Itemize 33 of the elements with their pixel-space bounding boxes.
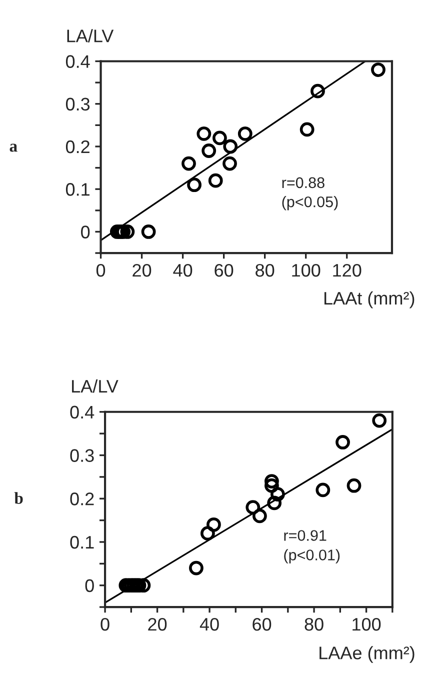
x-tick-label: 60 — [252, 618, 272, 631]
y-tick-label: 0.1 — [66, 183, 90, 196]
x-tick-label: 100 — [292, 264, 320, 277]
y-axis-title: LA/LV — [72, 379, 118, 393]
x-tick-label: 100 — [352, 618, 381, 631]
annotation: (p<0.01) — [284, 549, 340, 564]
annotation: r=0.88 — [282, 177, 324, 188]
x-tick-label: 0 — [96, 264, 106, 277]
y-tick-label: 0.1 — [70, 536, 94, 549]
x-axis-title: LAAt (mm²) — [324, 291, 414, 308]
x-tick-label: 40 — [200, 618, 219, 631]
y-tick-label: 0.2 — [70, 492, 94, 506]
y-axis-title: LA/LV — [67, 29, 114, 42]
text: b — [14, 492, 23, 504]
annotation: r=0.91 — [284, 530, 326, 541]
x-tick-label: 80 — [256, 264, 274, 277]
annotation: (p<0.05) — [282, 196, 338, 210]
x-tick-label: 60 — [214, 264, 234, 277]
x-tick-label: 0 — [100, 618, 110, 631]
y-tick-label: 0.3 — [66, 98, 90, 111]
x-tick-label: 40 — [173, 264, 192, 277]
x-axis-title: LAAe (mm²) — [320, 646, 414, 663]
y-tick-label: 0 — [85, 579, 94, 592]
y-tick-label: 0.2 — [66, 140, 90, 154]
y-tick-label: 0.4 — [66, 55, 90, 68]
y-tick-label: 0 — [81, 226, 90, 238]
text: a — [10, 144, 18, 152]
x-tick-label: 80 — [304, 618, 324, 631]
x-tick-label: 20 — [148, 618, 167, 631]
x-tick-label: 20 — [132, 264, 152, 277]
y-tick-label: 0.4 — [70, 406, 94, 419]
y-tick-label: 0.3 — [70, 449, 94, 462]
x-tick-label: 120 — [333, 264, 362, 277]
